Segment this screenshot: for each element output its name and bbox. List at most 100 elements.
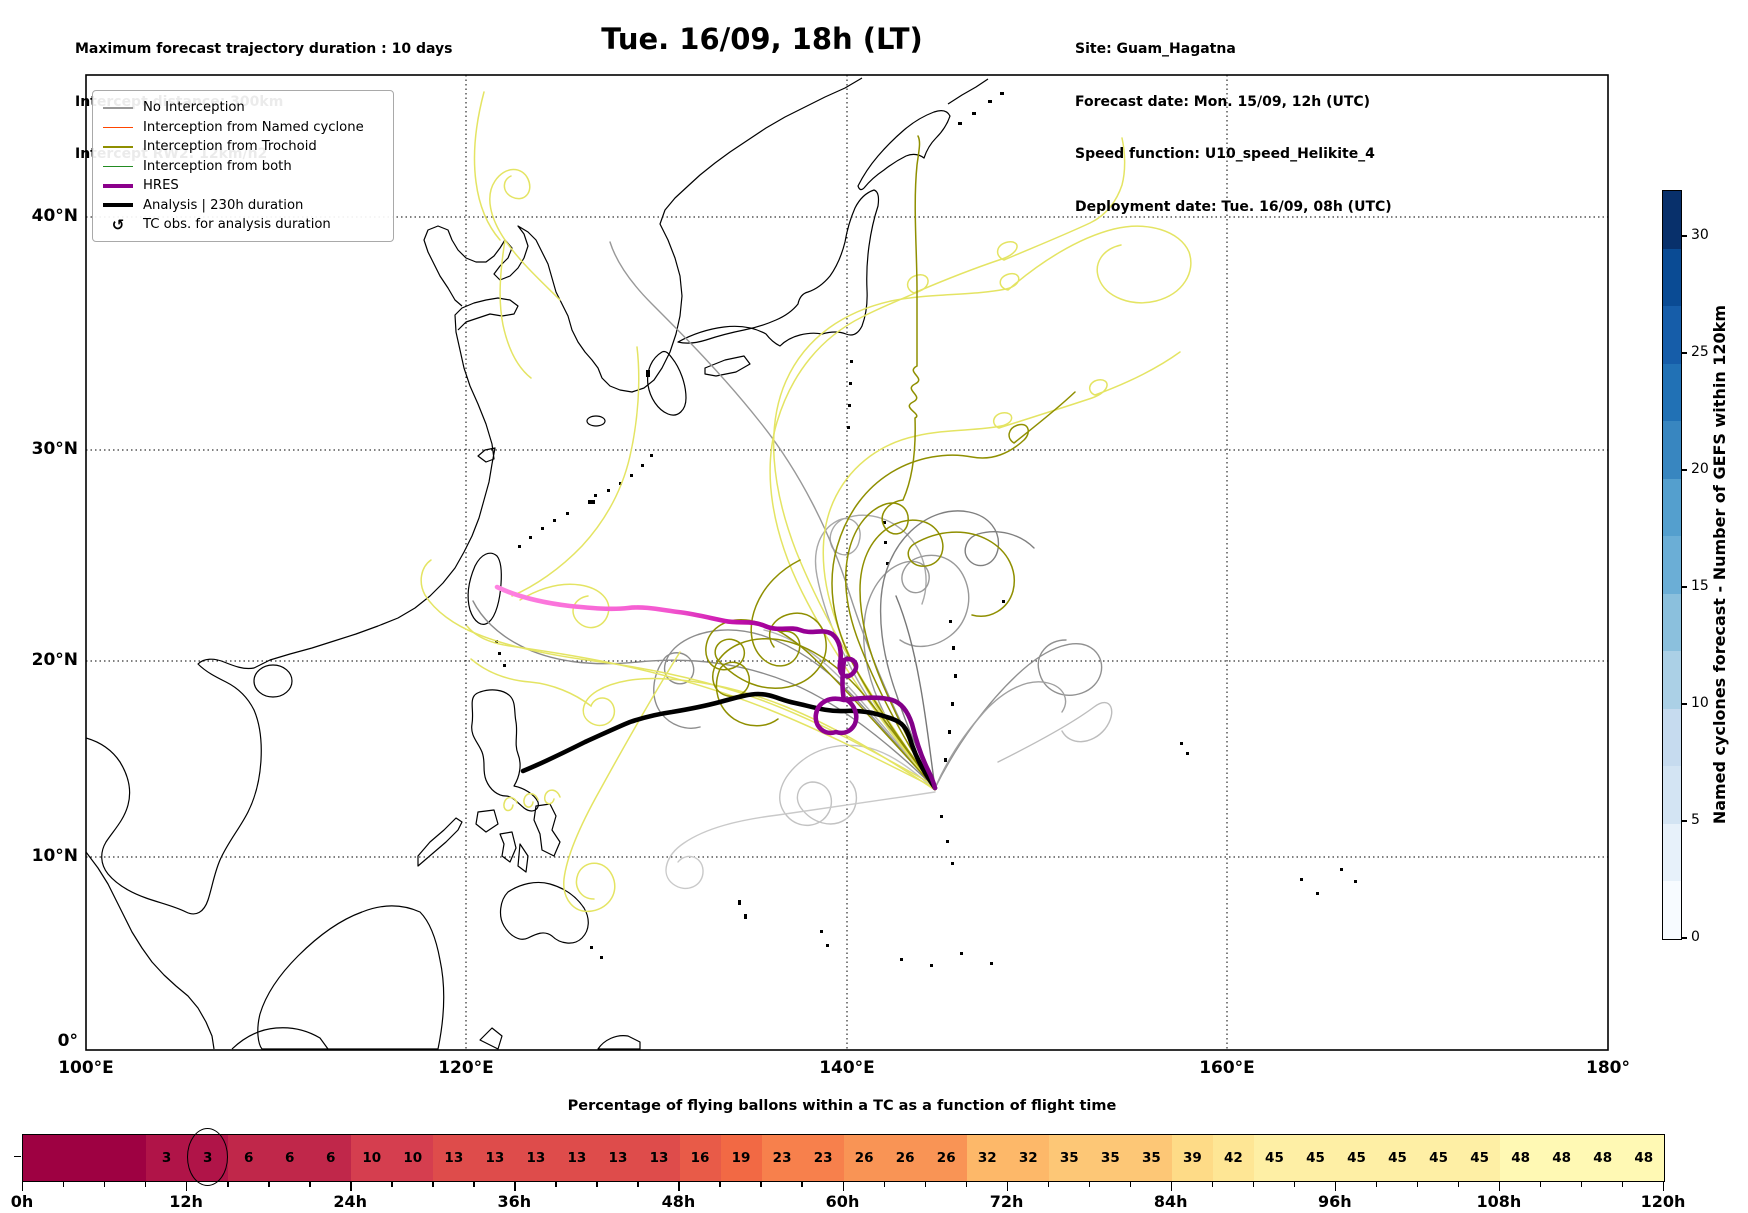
- strip-minor-tick: [1047, 1182, 1050, 1187]
- legend-item-label: TC obs. for analysis duration: [143, 217, 331, 233]
- trajectories-trochoid: [705, 135, 1076, 789]
- strip-cell: 23: [761, 1135, 803, 1181]
- colorbar-label-text: Named cyclones forecast - Number of GEFS…: [1709, 305, 1729, 825]
- colorbar-segment: [1663, 478, 1681, 537]
- strip-cell: 13: [556, 1135, 598, 1181]
- strip-cell-value: 32: [1018, 1150, 1038, 1166]
- colorbar-tick-mark: [1682, 937, 1687, 939]
- colorbar: [1662, 190, 1682, 940]
- trajectories-yellow: [420, 91, 1192, 913]
- strip-minor-tick: [1580, 1182, 1583, 1187]
- strip-major-tick: [1006, 1182, 1008, 1191]
- legend-item: Interception from Trochoid: [103, 137, 383, 157]
- colorbar-segment: [1663, 766, 1681, 824]
- strip-cell: 26: [884, 1135, 926, 1181]
- strip-minor-tick: [637, 1182, 639, 1187]
- colorbar-tick-mark: [1682, 820, 1687, 822]
- colorbar-tick-label: 5: [1691, 812, 1700, 828]
- tc-obs-glyph: ↺: [111, 215, 125, 234]
- strip-cell-value: 26: [895, 1150, 915, 1166]
- strip-title: Percentage of flying ballons within a TC…: [567, 1098, 1117, 1114]
- colorbar-tick-mark: [1682, 235, 1687, 237]
- tc-obs-symbol-icon: ↺: [103, 215, 133, 234]
- strip-cell-value: 45: [1470, 1150, 1489, 1166]
- strip-cell: 13: [597, 1135, 639, 1181]
- strip-minor-tick: [268, 1182, 270, 1187]
- colorbar-segment: [1663, 881, 1681, 939]
- legend-item: ↺ TC obs. for analysis duration: [103, 215, 383, 235]
- legend-line-swatch: [103, 146, 133, 148]
- colorbar-segment: [1663, 593, 1681, 652]
- strip-cell-value: 10: [362, 1150, 382, 1166]
- strip-cell: 13: [638, 1135, 680, 1181]
- y-tick-label: 30°N: [31, 439, 78, 459]
- strip-minor-tick: [924, 1182, 926, 1187]
- colorbar-segment: [1663, 306, 1681, 364]
- strip-cell-value: 48: [1552, 1150, 1572, 1166]
- colorbar-segment: [1663, 708, 1681, 767]
- colorbar-segment: [1663, 191, 1681, 249]
- strip-hour-label: 24h: [333, 1192, 368, 1211]
- legend-line-swatch: [103, 203, 133, 208]
- strip-major-tick: [350, 1182, 352, 1191]
- strip-major-tick: [514, 1182, 516, 1191]
- strip-cell-value: 35: [1100, 1150, 1120, 1166]
- colorbar-segment: [1663, 823, 1681, 882]
- strip-cell-value: 6: [285, 1150, 295, 1166]
- strip-minor-tick: [1129, 1182, 1132, 1187]
- strip-cell: [64, 1135, 106, 1181]
- strip-cell: 45: [1377, 1135, 1419, 1181]
- legend-item-label: Analysis | 230h duration: [143, 197, 304, 213]
- x-tick-label: 120°E: [438, 1058, 494, 1078]
- legend-line-icon: [103, 146, 133, 148]
- flight-time-strip: 3 3 6 6 6 10 10 13 13 13 13 13 13 16 19 23 23 26 26 26 32 32 3…: [22, 1134, 1665, 1182]
- strip-hour-label: 36h: [497, 1192, 532, 1211]
- strip-minor-tick: [1621, 1182, 1624, 1187]
- strip-cell-value: 10: [403, 1150, 423, 1166]
- colorbar-tick-label: 0: [1691, 929, 1700, 945]
- strip-cell-value: 23: [813, 1150, 833, 1166]
- strip-cell-value: 26: [936, 1150, 956, 1166]
- site-text: Site: Guam_Hagatna: [1075, 41, 1236, 57]
- strip-major-tick: [1663, 1182, 1665, 1191]
- strip-cell-value: 16: [690, 1150, 710, 1166]
- strip-cell: 48: [1582, 1135, 1624, 1181]
- strip-cell: 45: [1459, 1135, 1501, 1181]
- strip-cell: 32: [966, 1135, 1008, 1181]
- legend-item: Interception from both: [103, 157, 383, 177]
- legend-line-swatch: [103, 126, 133, 128]
- strip-cell: 13: [474, 1135, 516, 1181]
- x-tick-label: 100°E: [58, 1058, 114, 1078]
- strip-cell-value: 48: [1593, 1150, 1613, 1166]
- page-title: Tue. 16/09, 18h (LT): [601, 22, 923, 56]
- strip-major-tick: [186, 1182, 188, 1191]
- colorbar-tick-mark: [1682, 586, 1687, 588]
- strip-hour-label: 84h: [1153, 1192, 1188, 1211]
- colorbar-tick-label: 15: [1691, 578, 1709, 594]
- strip-cell-value: 13: [526, 1150, 546, 1166]
- strip-cell-value: 13: [485, 1150, 505, 1166]
- colorbar-tick-label: 10: [1691, 695, 1709, 711]
- strip-minor-tick: [883, 1182, 885, 1187]
- max-duration-text: Maximum forecast trajectory duration : 1…: [75, 41, 453, 57]
- strip-cell: 13: [433, 1135, 475, 1181]
- legend-line-icon: [103, 126, 133, 128]
- strip-cell-value: 42: [1224, 1150, 1243, 1166]
- strip-cell-value: 3: [161, 1150, 172, 1166]
- strip-cell: 45: [1418, 1135, 1460, 1181]
- strip-minor-tick: [1252, 1182, 1255, 1187]
- strip-hour-label: 60h: [825, 1192, 860, 1211]
- coastlines: [86, 77, 989, 1050]
- legend-line-icon: [103, 203, 133, 208]
- strip-minor-tick: [1457, 1182, 1460, 1187]
- header-right-info: Site: Guam_Hagatna Forecast date: Mon. 1…: [1075, 6, 1392, 234]
- strip-cell: 45: [1294, 1135, 1336, 1181]
- strip-cell-value: 35: [1059, 1150, 1079, 1166]
- legend-item-label: Interception from both: [143, 158, 292, 174]
- strip-cell: 23: [802, 1135, 844, 1181]
- strip-minor-tick: [63, 1182, 65, 1187]
- strip-minor-tick: [1375, 1182, 1378, 1187]
- strip-cell: 45: [1336, 1135, 1378, 1181]
- strip-minor-tick: [391, 1182, 393, 1187]
- strip-minor-tick: [760, 1182, 762, 1187]
